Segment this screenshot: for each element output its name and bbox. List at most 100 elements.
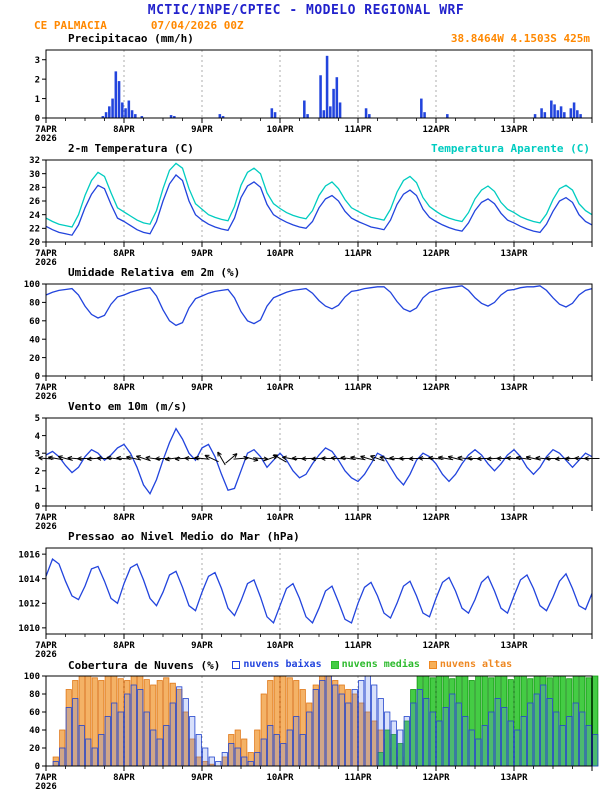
svg-text:2026: 2026 [35,522,57,530]
precipitation-title: Precipitacao (mm/h) [68,32,194,45]
svg-text:7APR: 7APR [35,513,57,523]
model-title: MCTIC/INPE/CPTEC - MODELO REGIONAL WRF [147,3,465,18]
svg-text:13APR: 13APR [500,773,528,783]
cloud-title: Cobertura de Nuvens (%) [68,658,221,672]
svg-text:20: 20 [29,238,40,248]
svg-text:0: 0 [35,762,40,772]
svg-text:10APR: 10APR [266,513,294,523]
svg-text:13APR: 13APR [500,383,528,393]
svg-text:26: 26 [29,197,40,207]
apparent-temp-legend: Temperatura Aparente (C) [431,142,590,155]
svg-text:2026: 2026 [35,258,57,266]
svg-text:1: 1 [35,485,40,495]
svg-text:13APR: 13APR [500,125,528,135]
svg-text:20: 20 [29,354,40,364]
svg-text:100: 100 [24,280,40,290]
humidity-head: Umidade Relativa em 2m (%) [0,266,612,279]
svg-text:8APR: 8APR [113,773,135,783]
mid-clouds-label: nuvens medias [341,659,420,670]
svg-text:2: 2 [35,75,40,85]
high-clouds-swatch-icon [428,660,437,669]
station-row: CE PALMACIA 07/04/2026 00Z [0,19,612,32]
svg-text:80: 80 [29,299,40,309]
svg-text:11APR: 11APR [344,249,372,259]
svg-text:100: 100 [24,672,40,682]
panel-precipitation: Precipitacao (mm/h) 38.8464W 4.1503S 425… [0,32,612,142]
panel-wind: Vento em 10m (m/s) 0 1 2 3 4 5 7APR 2026 8APR 9AP… [0,400,612,530]
panel-pressure: Pressao ao Nivel Medio do Mar (hPa) 1010… [0,530,612,658]
svg-text:1012: 1012 [18,599,40,609]
svg-text:13APR: 13APR [500,641,528,651]
svg-text:9APR: 9APR [191,125,213,135]
cloud-legend-item-0: nuvens baixas [232,658,322,671]
temperature-head: 2-m Temperatura (C) Temperatura Aparente… [0,142,612,155]
svg-text:40: 40 [29,335,40,345]
svg-text:8APR: 8APR [113,125,135,135]
svg-text:7APR: 7APR [35,249,57,259]
svg-text:9APR: 9APR [191,383,213,393]
svg-text:11APR: 11APR [344,773,372,783]
svg-text:7APR: 7APR [35,383,57,393]
panel-humidity: Umidade Relativa em 2m (%) 0 20 40 60 80 100 7… [0,266,612,400]
svg-text:5: 5 [35,414,40,424]
cloud-legend-item-1: nuvens medias [330,658,420,671]
svg-text:12APR: 12APR [422,513,450,523]
svg-text:2026: 2026 [35,782,57,790]
svg-text:60: 60 [29,708,40,718]
svg-text:20: 20 [29,744,40,754]
svg-text:30: 30 [29,170,40,180]
svg-text:2026: 2026 [35,134,57,142]
run-datetime: 07/04/2026 00Z [150,19,244,32]
svg-text:12APR: 12APR [422,383,450,393]
svg-text:40: 40 [29,726,40,736]
cloud-legend: nuvens baixas nuvens medias nuvens altas [232,658,512,671]
station-name: CE PALMACIA [34,19,107,32]
svg-text:22: 22 [29,225,40,235]
wind-title: Vento em 10m (m/s) [68,400,188,413]
svg-text:1010: 1010 [18,624,40,634]
svg-text:60: 60 [29,317,40,327]
svg-text:11APR: 11APR [344,125,372,135]
svg-text:1016: 1016 [18,550,40,560]
svg-text:10APR: 10APR [266,773,294,783]
temperature-title: 2-m Temperatura (C) [68,142,194,155]
svg-text:3: 3 [35,56,40,66]
svg-text:1: 1 [35,95,40,105]
svg-text:24: 24 [29,211,40,221]
svg-text:8APR: 8APR [113,513,135,523]
svg-text:10APR: 10APR [266,641,294,651]
svg-text:12APR: 12APR [422,641,450,651]
svg-text:8APR: 8APR [113,249,135,259]
low-clouds-label: nuvens baixas [243,659,322,670]
svg-text:10APR: 10APR [266,249,294,259]
svg-text:32: 32 [29,156,40,166]
svg-text:9APR: 9APR [191,773,213,783]
cloud-head: Cobertura de Nuvens (%) nuvens baixas nu… [0,658,612,672]
svg-text:11APR: 11APR [344,641,372,651]
svg-text:12APR: 12APR [422,249,450,259]
cloud-legend-item-2: nuvens altas [428,658,513,671]
svg-text:10APR: 10APR [266,125,294,135]
svg-text:28: 28 [29,184,40,194]
precipitation-head: Precipitacao (mm/h) 38.8464W 4.1503S 425… [0,32,612,45]
mid-clouds-swatch-icon [330,660,339,669]
svg-text:80: 80 [29,690,40,700]
svg-text:0: 0 [35,502,40,512]
svg-text:4: 4 [35,432,41,442]
svg-text:11APR: 11APR [344,383,372,393]
svg-text:7APR: 7APR [35,773,57,783]
svg-text:3: 3 [35,449,40,459]
svg-text:13APR: 13APR [500,513,528,523]
svg-text:13APR: 13APR [500,249,528,259]
low-clouds-swatch-icon [232,660,241,669]
high-clouds-label: nuvens altas [439,659,513,670]
pressure-title: Pressao ao Nivel Medio do Mar (hPa) [68,530,300,543]
svg-text:2: 2 [35,467,40,477]
station-coordinates: 38.8464W 4.1503S 425m [450,32,590,45]
